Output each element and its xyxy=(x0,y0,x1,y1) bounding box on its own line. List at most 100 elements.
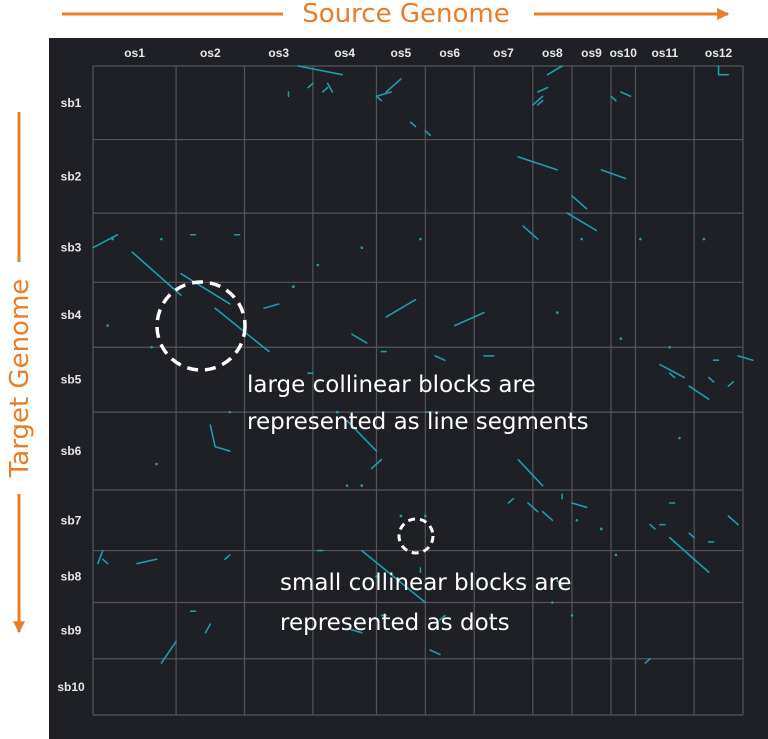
x-tick-label: os3 xyxy=(268,46,289,60)
x-tick-label: os11 xyxy=(651,46,678,60)
collinear-block-dot xyxy=(360,246,364,250)
collinear-block-segment xyxy=(527,502,539,513)
collinear-block-segment xyxy=(600,169,627,180)
x-tick-label: os1 xyxy=(124,46,145,60)
collinear-block-segment xyxy=(160,640,177,664)
collinear-block-dot xyxy=(345,484,349,487)
collinear-block-segment xyxy=(224,554,231,561)
collinear-block-segment xyxy=(620,91,632,98)
collinear-block-segment xyxy=(204,623,212,634)
x-tick-label: os2 xyxy=(200,46,221,60)
collinear-block-dot xyxy=(150,345,153,349)
x-tick-label: os9 xyxy=(581,46,602,60)
collinear-block-segment xyxy=(571,195,588,210)
collinear-block-dot xyxy=(570,614,574,617)
collinear-block-segment xyxy=(610,95,617,102)
collinear-block-segment xyxy=(649,523,656,530)
collinear-block-dot xyxy=(399,514,403,518)
collinear-block-segment xyxy=(170,285,182,297)
y-tick-label: sb4 xyxy=(61,308,82,322)
collinear-block-segment xyxy=(307,82,314,89)
large-blocks-annotation-line-1: large collinear blocks are xyxy=(247,372,536,398)
x-tick-label: os6 xyxy=(439,46,460,60)
collinear-block-segment xyxy=(92,233,119,249)
collinear-block-segment xyxy=(536,86,549,93)
collinear-block-segment xyxy=(101,558,109,565)
collinear-block-segment xyxy=(668,536,710,574)
collinear-block-dot xyxy=(678,436,681,440)
collinear-block-segment xyxy=(507,497,515,504)
collinear-block-segment xyxy=(546,65,563,76)
collinear-block-dot xyxy=(639,237,642,241)
collinear-block-segment xyxy=(209,424,216,448)
collinear-block-dot xyxy=(335,410,339,414)
plot-panel xyxy=(49,38,768,739)
collinear-block-segment xyxy=(453,311,485,327)
collinear-block-segment xyxy=(439,614,446,621)
collinear-block-dot xyxy=(360,484,364,488)
collinear-block-dot xyxy=(316,263,320,267)
x-tick-label: os4 xyxy=(334,46,355,60)
source-genome-label: Source Genome xyxy=(302,0,509,29)
collinear-block-dot xyxy=(619,337,623,340)
collinear-block-segment xyxy=(541,510,554,522)
collinear-block-segment xyxy=(707,376,715,383)
x-tick-label: os7 xyxy=(493,46,514,60)
collinear-block-segment xyxy=(351,333,368,344)
y-tick-label: sb8 xyxy=(61,570,82,584)
collinear-block-dot xyxy=(111,237,114,241)
collinear-block-dot xyxy=(424,514,427,518)
collinear-block-dot xyxy=(599,527,603,531)
collinear-block-segment xyxy=(659,363,686,379)
collinear-block-segment xyxy=(370,458,383,470)
collinear-block-segment xyxy=(522,225,539,240)
collinear-block-dot xyxy=(702,237,706,241)
x-tick-label: os5 xyxy=(391,46,412,60)
small-blocks-annotation: small collinear blocks are represented a… xyxy=(280,570,572,636)
collinear-block-segment xyxy=(434,355,446,362)
large-blocks-highlight-circle xyxy=(155,280,247,372)
y-tick-label: sb9 xyxy=(61,624,82,638)
source-genome-header: Source Genome xyxy=(62,0,730,29)
collinear-blocks xyxy=(92,65,754,664)
collinear-block-segment xyxy=(385,78,402,93)
collinear-block-segment xyxy=(136,558,158,565)
collinear-block-dot xyxy=(555,311,559,315)
y-tick-label: sb2 xyxy=(61,169,82,183)
collinear-block-segment xyxy=(321,86,329,93)
collinear-block-segment xyxy=(517,156,559,171)
y-tick-label: sb3 xyxy=(61,241,82,255)
collinear-block-segment xyxy=(180,272,231,305)
collinear-block-segment xyxy=(556,580,563,587)
collinear-block-dot xyxy=(291,285,295,289)
collinear-block-segment xyxy=(644,657,651,664)
y-tick-label: sb10 xyxy=(57,680,85,694)
collinear-block-dot xyxy=(614,553,618,557)
collinear-block-segment xyxy=(532,95,544,106)
collinear-block-dot xyxy=(228,410,232,414)
collinear-block-dot xyxy=(160,237,163,241)
small-blocks-highlight-circle xyxy=(397,517,435,555)
y-tick-label: sb5 xyxy=(61,373,82,387)
collinear-block-dot xyxy=(106,324,109,327)
small-blocks-annotation-line-1: small collinear blocks are xyxy=(280,570,572,596)
collinear-block-segment xyxy=(326,82,334,93)
large-blocks-annotation: large collinear blocks are represented a… xyxy=(247,372,589,435)
x-axis-tick-labels: os1 os2 os3 os4 os5 os6 os7 os8 os9 os10 os11 os12 xyxy=(124,46,732,60)
collinear-block-dot xyxy=(419,237,422,241)
collinear-block-segment xyxy=(263,303,280,310)
collinear-block-dot xyxy=(668,345,671,349)
collinear-block-dot xyxy=(375,575,378,578)
collinear-block-segment xyxy=(668,372,676,379)
collinear-block-segment xyxy=(429,649,441,656)
y-tick-label: sb1 xyxy=(61,96,82,110)
x-tick-label: os10 xyxy=(610,46,638,60)
collinear-block-segment xyxy=(727,381,735,387)
collinear-block-segment xyxy=(346,419,378,452)
collinear-block-segment xyxy=(517,458,544,487)
collinear-block-dot xyxy=(580,237,584,241)
collinear-block-segment xyxy=(737,355,754,362)
small-blocks-annotation-line-2: represented as dots xyxy=(280,610,510,636)
collinear-block-dot xyxy=(575,519,579,522)
